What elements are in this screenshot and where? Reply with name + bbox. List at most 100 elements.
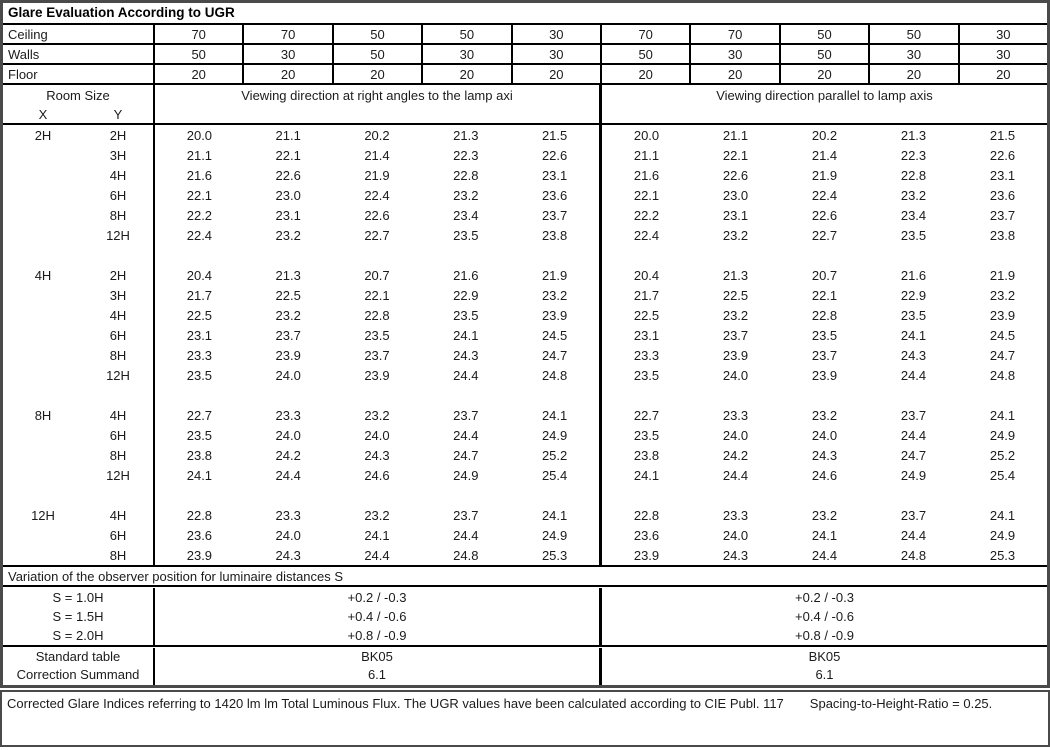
surface-label: Floor (8, 66, 38, 82)
ugr-value-cell: 24.4 (364, 547, 390, 563)
room-size-header: Room Size X Y (3, 85, 153, 124)
ugr-value-cell (602, 245, 691, 265)
ugr-value-cell: 24.4 (722, 467, 749, 483)
ugr-value-cell: 24.3 (453, 347, 479, 363)
ugr-row: 24.1 24.4 24.6 24.9 25.4 (155, 465, 599, 485)
variation-value: +0.2 / -0.3 (795, 590, 854, 605)
ugr-value-cell: 23.6 (541, 187, 568, 203)
ugr-value-cell: 22.9 (900, 287, 927, 303)
ugr-value-cell: 24.2 (722, 447, 749, 463)
ugr-value-cell: 23.2 (364, 507, 390, 523)
ugr-value-cell: 23.2 (275, 307, 301, 323)
room-size-label: Room Size (46, 88, 110, 103)
ugr-value-cell: 22.6 (364, 207, 390, 223)
ugr-value-cell: 23.9 (722, 347, 749, 363)
ugr-row: 23.5 24.0 23.9 24.4 24.8 (155, 365, 599, 385)
ugr-value-cell: 22.8 (186, 507, 213, 523)
surface-value: 20 (331, 65, 421, 83)
ugr-row: 22.1 23.0 22.4 23.2 23.6 (602, 185, 1047, 205)
ugr-row: 20.0 21.1 20.2 21.3 21.5 (602, 125, 1047, 145)
ugr-value-cell: 24.0 (722, 367, 749, 383)
ugr-row: 24.1 24.4 24.6 24.9 25.4 (602, 465, 1047, 485)
room-y-label (83, 485, 153, 505)
room-size-row: 8H 4H (3, 405, 153, 425)
ugr-value-cell: 21.1 (722, 127, 749, 143)
room-x-label (3, 485, 83, 505)
ugr-value-cell: 22.5 (275, 287, 301, 303)
ugr-value-cell: 24.9 (989, 527, 1016, 543)
ugr-value-cell (869, 485, 958, 505)
room-x-label: 8H (34, 407, 52, 423)
room-y-label: 4H (109, 507, 127, 523)
surface-value: 30 (868, 45, 957, 63)
ugr-row: 21.1 22.1 21.4 22.3 22.6 (155, 145, 599, 165)
ugr-value-cell: 22.5 (186, 307, 213, 323)
ugr-values-parallel: 20.0 21.1 20.2 21.3 21.5 21.1 22.1 21.4 22.3 22.6… (599, 125, 1047, 565)
ugr-value-cell: 23.5 (811, 327, 838, 343)
ugr-row: 21.7 22.5 22.1 22.9 23.2 (602, 285, 1047, 305)
variation-block: S = 1.0H S = 1.5H S = 2.0H +0.2 / -0.3 +0.4… (3, 587, 1047, 647)
room-size-row: 3H (3, 285, 153, 305)
room-y-label: 2H (109, 267, 127, 283)
footnote-ratio: Spacing-to-Height-Ratio = 0.25. (809, 696, 993, 711)
ugr-value-cell: 23.3 (722, 407, 749, 423)
ugr-row: 23.1 23.7 23.5 24.1 24.5 (602, 325, 1047, 345)
surface-value: 20 (421, 65, 510, 83)
room-size-row: 3H (3, 145, 153, 165)
surface-value: 30 (510, 25, 600, 43)
room-size-row: 12H (3, 365, 153, 385)
ugr-value-cell: 23.1 (541, 167, 568, 183)
ugr-value-cell: 23.7 (364, 347, 390, 363)
ugr-row: 23.5 24.0 24.0 24.4 24.9 (155, 425, 599, 445)
ugr-value-cell: 22.6 (989, 147, 1016, 163)
room-x-label (3, 365, 83, 385)
ugr-value-cell: 23.9 (541, 307, 568, 323)
ugr-value-cell: 24.1 (633, 467, 660, 483)
ugr-row (602, 385, 1047, 405)
summary-values-right: BK05 6.1 (599, 648, 1047, 685)
ugr-row: 22.1 23.0 22.4 23.2 23.6 (155, 185, 599, 205)
ugr-value-cell: 20.2 (364, 127, 390, 143)
ugr-value-cell: 23.5 (364, 327, 390, 343)
summary-value: 6.1 (367, 667, 387, 682)
ugr-row: 22.7 23.3 23.2 23.7 24.1 (155, 405, 599, 425)
room-y-label (83, 245, 153, 265)
room-x-label (3, 525, 83, 545)
ugr-value-cell: 24.1 (364, 527, 390, 543)
room-y-label: 4H (109, 407, 127, 423)
summary-values-left: BK05 6.1 (153, 648, 599, 685)
ugr-value-cell (244, 485, 333, 505)
ugr-value-cell: 21.9 (364, 167, 390, 183)
surface-value: 20 (242, 65, 331, 83)
room-x-label (3, 385, 83, 405)
ugr-value-cell: 22.3 (453, 147, 479, 163)
ugr-value-cell: 23.2 (989, 287, 1016, 303)
ugr-value-cell: 23.9 (275, 347, 301, 363)
ugr-row: 20.4 21.3 20.7 21.6 21.9 (602, 265, 1047, 285)
room-x-label: 12H (31, 507, 55, 523)
ugr-value-cell: 23.7 (900, 407, 927, 423)
ugr-value-cell (958, 485, 1047, 505)
ugr-value-cell: 23.2 (722, 227, 749, 243)
ugr-value-cell (333, 245, 422, 265)
x-axis-label: X (38, 107, 48, 122)
room-x-label: 4H (34, 267, 52, 283)
room-x-label (3, 545, 83, 565)
ugr-value-cell (780, 385, 869, 405)
surface-value: 20 (957, 65, 1047, 83)
ugr-value-cell: 23.2 (811, 407, 838, 423)
room-y-label: 6H (109, 327, 127, 343)
ugr-value-cell: 23.1 (722, 207, 749, 223)
room-size-row: 8H (3, 445, 153, 465)
ugr-value-cell: 22.7 (186, 407, 213, 423)
surface-row: Walls 50 30 50 30 30 50 30 50 30 30 (3, 45, 1047, 65)
ugr-value-cell (691, 485, 780, 505)
ugr-row: 23.3 23.9 23.7 24.3 24.7 (155, 345, 599, 365)
variation-values-left: +0.2 / -0.3 +0.4 / -0.6 +0.8 / -0.9 (153, 588, 599, 645)
room-size-row: 4H 2H (3, 265, 153, 285)
ugr-value-cell: 21.5 (541, 127, 568, 143)
ugr-value-cell (155, 385, 244, 405)
ugr-value-cell: 23.1 (633, 327, 660, 343)
ugr-value-cell: 22.7 (633, 407, 660, 423)
ugr-value-cell (869, 245, 958, 265)
